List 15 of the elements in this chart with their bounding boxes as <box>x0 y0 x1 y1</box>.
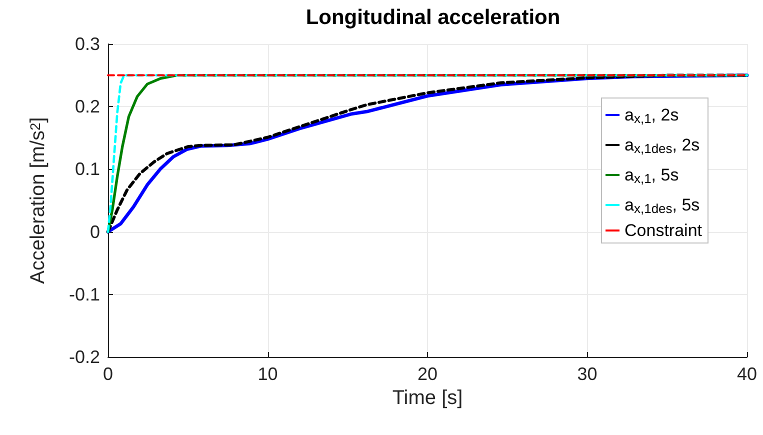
y-axis-title: Acceleration [m/s2] <box>27 117 49 284</box>
y-tick-label: 0.1 <box>74 159 100 180</box>
y-tick-label: 0 <box>90 222 100 242</box>
x-axis-title: Time [s] <box>392 386 463 409</box>
chart-title: Longitudinal acceleration <box>306 6 560 29</box>
legend-label: Constraint <box>624 221 702 240</box>
x-tick-label: 0 <box>102 364 114 384</box>
y-tick-label: -0.1 <box>68 284 100 304</box>
x-tick-label: 20 <box>417 364 438 384</box>
y-tick-label: 0.2 <box>74 96 100 117</box>
y-tick-label: 0.3 <box>74 34 100 54</box>
y-tick-label: -0.2 <box>68 347 100 367</box>
x-tick-label: 40 <box>736 364 758 384</box>
x-tick-label: 30 <box>577 364 598 384</box>
x-tick-label: 10 <box>258 364 278 384</box>
